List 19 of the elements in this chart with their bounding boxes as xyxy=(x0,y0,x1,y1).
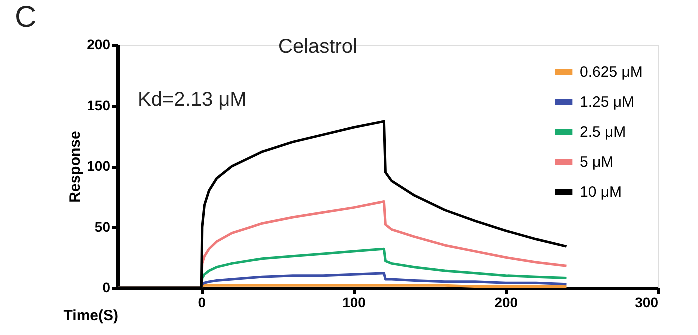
y-tick-label: 200 xyxy=(87,36,111,52)
x-axis-title: Time(S) xyxy=(64,308,119,324)
y-tick-label: 100 xyxy=(87,158,111,174)
y-tick-label: 50 xyxy=(94,218,111,235)
text: C xyxy=(15,1,37,34)
y-tick-label: 150 xyxy=(87,97,111,114)
legend-label: 0.625 μM xyxy=(580,64,643,81)
annotation: Kd=2.13 μM xyxy=(138,89,247,111)
y-axis-title: Response xyxy=(67,131,84,203)
legend-label: 10 μM xyxy=(580,184,622,201)
x-tick-label: 100 xyxy=(342,294,366,310)
legend-label: 1.25 μM xyxy=(580,94,634,111)
x-tick-label: 200 xyxy=(494,294,518,310)
legend-label: 2.5 μM xyxy=(580,124,626,141)
y-tick-label: 0 xyxy=(102,280,111,296)
x-tick-label: 0 xyxy=(198,294,206,310)
x-tick-label: 300 xyxy=(635,294,659,310)
chart-title: Celastrol xyxy=(278,36,358,58)
legend-label: 5 μM xyxy=(580,154,614,171)
